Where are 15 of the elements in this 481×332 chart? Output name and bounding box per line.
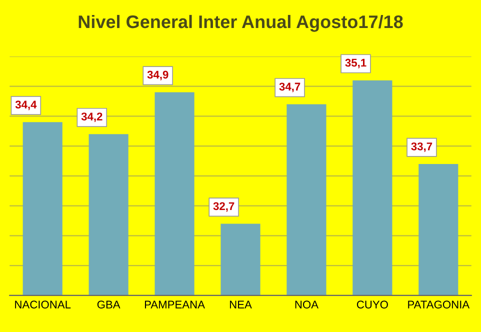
data-label: 34,9 [147, 70, 168, 80]
x-tick-label: CUYO [356, 300, 388, 309]
chart-title: Nivel General Inter Anual Agosto17/18 [78, 14, 403, 32]
data-label: 33,7 [411, 142, 432, 152]
data-label: 35,1 [345, 58, 366, 68]
x-tick-label: PATAGONIA [408, 300, 470, 309]
data-label: 34,2 [81, 112, 102, 122]
x-tick-label: PAMPEANA [144, 300, 205, 308]
x-tick-label: NEA [230, 300, 252, 308]
x-tick-label: NACIONAL [15, 300, 71, 309]
data-label: 34,4 [15, 100, 37, 110]
x-tick-label: GBA [97, 300, 120, 309]
data-label: 32,7 [213, 202, 234, 212]
x-tick-label: NOA [295, 300, 318, 309]
data-label: 34,7 [279, 82, 300, 92]
